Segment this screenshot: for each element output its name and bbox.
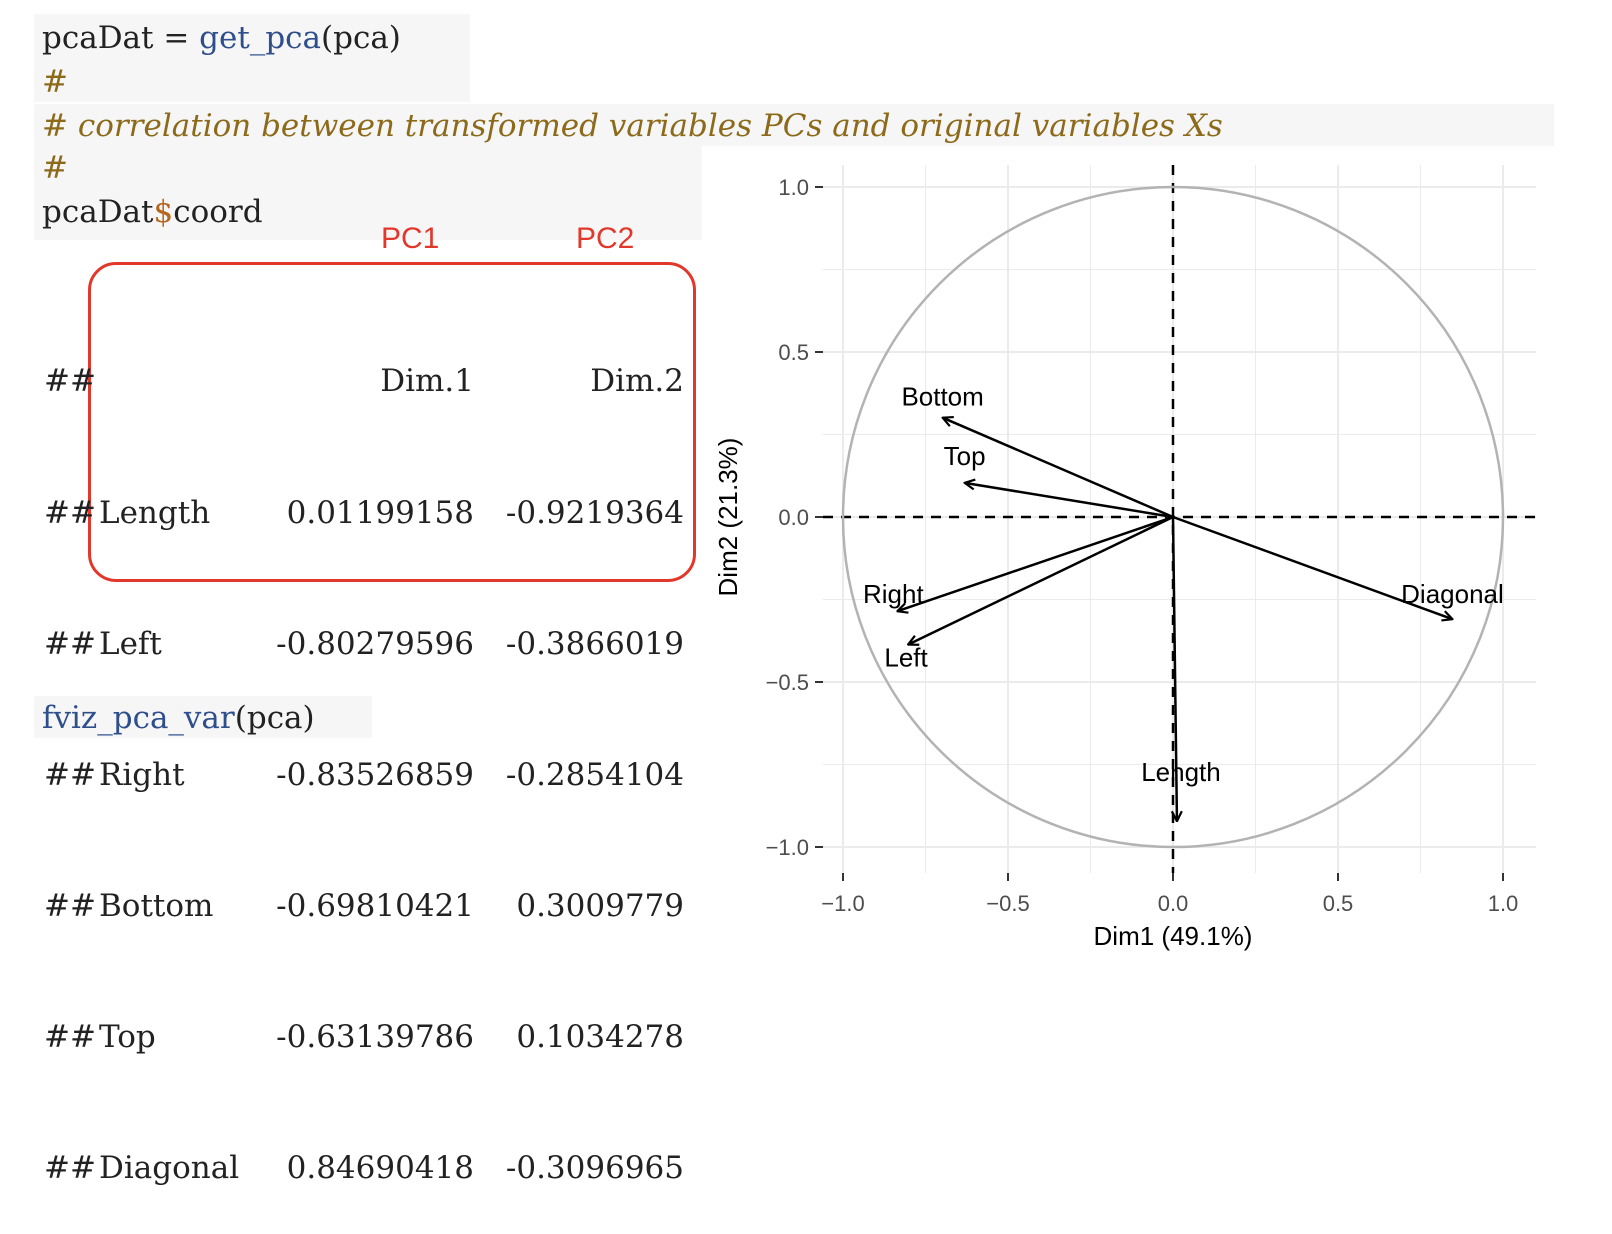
axes: −1.0 −0.5 0.0 0.5 1.0 −1.0 −0.5 0.0 0.5 1.0 bbox=[766, 165, 1536, 916]
x-tick-label: 0.5 bbox=[1323, 891, 1354, 916]
arrow-diagonal bbox=[1172, 515, 1452, 619]
y-tick-label: −0.5 bbox=[766, 670, 809, 695]
arrow-labels: Length Left Right Bottom Top Diagonal bbox=[863, 382, 1504, 788]
cell-dim2: -0.9219364 bbox=[505, 494, 684, 531]
output-row: ## Right -0.83526859 -0.2854104 bbox=[44, 754, 684, 798]
output-row: ## Length 0.01199158 -0.9219364 bbox=[44, 492, 684, 536]
header-blank bbox=[99, 360, 264, 404]
fn-fviz-pca-var: fviz_pca_var bbox=[42, 700, 235, 736]
row-name: Top bbox=[99, 1018, 156, 1055]
output-row: ## Left -0.80279596 -0.3866019 bbox=[44, 623, 684, 667]
pca-variable-chart: −1.0 −0.5 0.0 0.5 1.0 −1.0 −0.5 0.0 0.5 1.0 Lengt… bbox=[713, 165, 1536, 951]
arrow-label-left: Left bbox=[884, 643, 928, 673]
row-name: Diagonal bbox=[99, 1149, 240, 1186]
arg-pca: (pca) bbox=[321, 20, 401, 56]
output-prefix: ## bbox=[44, 887, 96, 924]
output-row: ## Bottom -0.69810421 0.3009779 bbox=[44, 885, 684, 929]
dollar-operator: $ bbox=[153, 194, 174, 230]
pc1-label: PC1 bbox=[381, 222, 440, 255]
field-coord: coord bbox=[173, 194, 263, 230]
output-prefix: ## bbox=[44, 363, 96, 400]
arrow-label-diagonal: Diagonal bbox=[1401, 579, 1504, 609]
arrow-right bbox=[897, 515, 1174, 611]
code-line-get-pca: pcaDat = get_pca(pca) bbox=[42, 20, 401, 56]
cell-dim1: -0.69810421 bbox=[276, 887, 474, 924]
correlation-circle bbox=[841, 185, 1505, 849]
var-pcadat: pcaDat bbox=[42, 20, 154, 56]
code-chunk-coord bbox=[34, 146, 702, 240]
cell-dim1: -0.83526859 bbox=[276, 756, 474, 793]
x-tick-label: 0.0 bbox=[1158, 891, 1189, 916]
row-name: Left bbox=[99, 625, 162, 662]
comment-line: # correlation between transformed variab… bbox=[42, 108, 1223, 144]
output-header-row: ## Dim.1 Dim.2 bbox=[44, 360, 684, 404]
output-row: ## Top -0.63139786 0.1034278 bbox=[44, 1016, 684, 1060]
arrow-left bbox=[908, 515, 1174, 645]
cell-dim2: 0.3009779 bbox=[516, 887, 684, 924]
y-tick-label: 1.0 bbox=[778, 175, 809, 200]
pc2-label: PC2 bbox=[576, 222, 635, 255]
output-prefix: ## bbox=[44, 756, 96, 793]
header-dim2: Dim.2 bbox=[590, 363, 684, 400]
row-name: Length bbox=[99, 494, 211, 531]
cell-dim1: 0.84690418 bbox=[286, 1149, 474, 1186]
cell-dim2: -0.2854104 bbox=[505, 756, 684, 793]
arrow-label-length: Length bbox=[1141, 757, 1221, 787]
arrow-top bbox=[965, 483, 1174, 519]
x-tick-label: 1.0 bbox=[1488, 891, 1519, 916]
output-table: ## Dim.1 Dim.2 ## Length 0.01199158 -0.9… bbox=[44, 273, 684, 1234]
arrow-length bbox=[1173, 516, 1177, 821]
arg-pca-2: (pca) bbox=[234, 700, 315, 736]
output-prefix: ## bbox=[44, 494, 96, 531]
circle-outline bbox=[841, 185, 1505, 849]
header-dim1: Dim.1 bbox=[380, 363, 474, 400]
code-chunk-fviz bbox=[34, 696, 372, 738]
y-tick-label: 0.5 bbox=[778, 340, 809, 365]
output-prefix: ## bbox=[44, 625, 96, 662]
y-tick-label: 0.0 bbox=[778, 505, 809, 530]
assign-operator: = bbox=[153, 20, 200, 56]
code-line-hash-2: # bbox=[42, 150, 68, 186]
y-axis-label: Dim2 (21.3%) bbox=[713, 438, 743, 597]
output-prefix: ## bbox=[44, 1018, 96, 1055]
cell-dim2: -0.3096965 bbox=[505, 1149, 684, 1186]
cell-dim2: -0.3866019 bbox=[505, 625, 684, 662]
arrow-label-right: Right bbox=[863, 579, 924, 609]
output-prefix: ## bbox=[44, 1149, 96, 1186]
y-tick-label: −1.0 bbox=[766, 835, 809, 860]
arrow-bottom bbox=[943, 418, 1174, 519]
arrow-label-top: Top bbox=[944, 441, 986, 471]
code-line-hash-1: # bbox=[42, 64, 68, 100]
cell-dim1: -0.63139786 bbox=[276, 1018, 474, 1055]
highlight-box bbox=[88, 262, 696, 582]
comment-bar bbox=[34, 104, 1554, 146]
code-line-coord: pcaDat$coord bbox=[42, 194, 263, 230]
code-chunk-get-pca bbox=[34, 14, 470, 102]
fn-get-pca: get_pca bbox=[199, 20, 322, 56]
cell-dim2: 0.1034278 bbox=[516, 1018, 684, 1055]
x-tick-label: −1.0 bbox=[821, 891, 864, 916]
arrow-label-bottom: Bottom bbox=[901, 382, 983, 412]
x-tick-label: −0.5 bbox=[986, 891, 1029, 916]
output-row: ## Diagonal 0.84690418 -0.3096965 bbox=[44, 1147, 684, 1191]
code-line-fviz: fviz_pca_var(pca) bbox=[42, 700, 315, 736]
cell-dim1: -0.80279596 bbox=[276, 625, 474, 662]
arrows bbox=[897, 418, 1452, 822]
row-name: Bottom bbox=[99, 887, 214, 924]
row-name: Right bbox=[99, 756, 185, 793]
var-pcadat-2: pcaDat bbox=[42, 194, 154, 230]
cell-dim1: 0.01199158 bbox=[286, 494, 474, 531]
x-axis-label: Dim1 (49.1%) bbox=[1094, 921, 1253, 951]
